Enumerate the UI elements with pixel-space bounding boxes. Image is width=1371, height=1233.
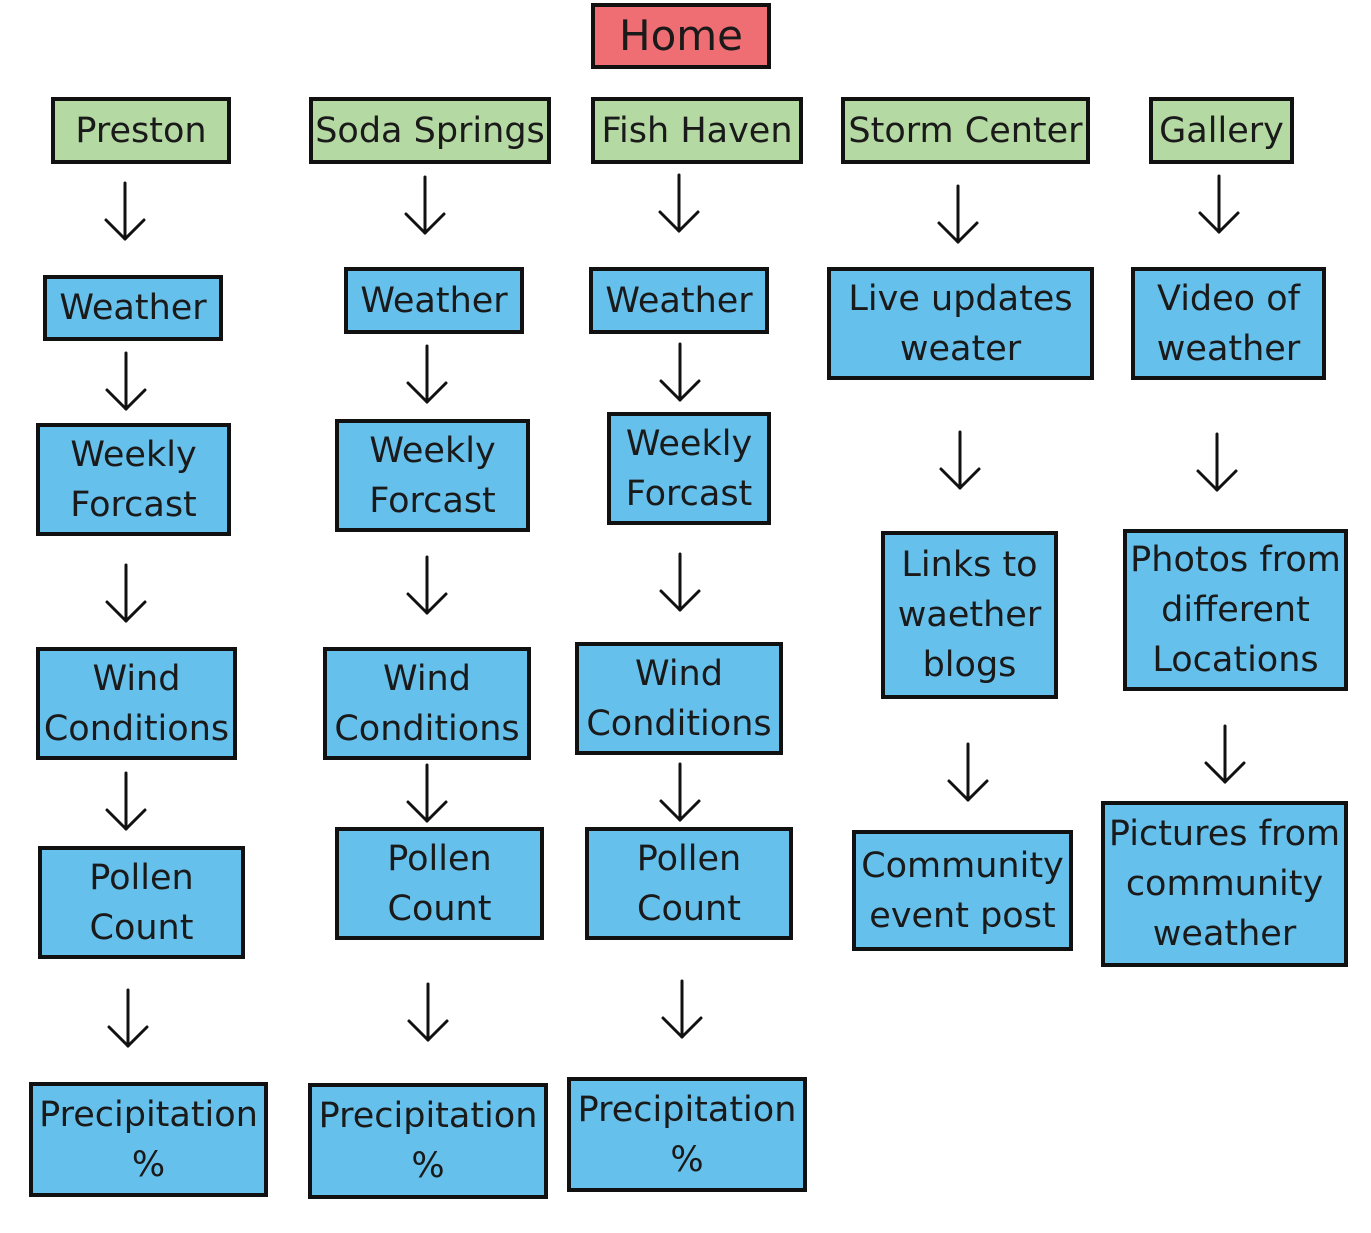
down-arrow-icon [1198, 174, 1240, 234]
preston-pollen-count-node: Pollen Count [38, 846, 245, 959]
home-node: Home [591, 3, 771, 69]
soda-springs-wind-conditions-label: Wind Conditions [334, 658, 520, 749]
down-arrow-icon [406, 555, 448, 615]
down-arrow-icon [937, 184, 979, 244]
preston-precipitation-node: Precipitation% [29, 1082, 268, 1197]
fish-haven-weekly-forecast-node: Weekly Forcast [607, 412, 771, 525]
preston-weekly-forecast-node: Weekly Forcast [36, 423, 231, 536]
fish-haven-wind-conditions-label: Wind Conditions [586, 653, 772, 744]
down-arrow-icon [406, 763, 448, 823]
down-arrow-icon [661, 979, 703, 1039]
down-arrow-icon [659, 342, 701, 402]
down-arrow-icon [1204, 724, 1246, 784]
down-arrow-icon [104, 181, 146, 241]
down-arrow-icon [107, 988, 149, 1048]
fish-haven-precipitation-label: Precipitation% [577, 1089, 797, 1180]
gallery-label: Gallery [1159, 110, 1284, 151]
fish-haven-label: Fish Haven [601, 110, 793, 151]
gallery-photos-locations-node: Photos from different Locations [1123, 529, 1348, 691]
gallery-community-pictures-label: Pictures from community weather [1108, 814, 1341, 954]
soda-springs-wind-conditions-node: Wind Conditions [323, 647, 531, 760]
gallery-photos-locations-label: Photos from different Locations [1130, 540, 1341, 680]
fish-haven-wind-conditions-node: Wind Conditions [575, 642, 783, 755]
home-label: Home [618, 11, 744, 60]
fish-haven-pollen-count-node: Pollen Count [585, 827, 793, 940]
soda-springs-pollen-count-node: Pollen Count [335, 827, 544, 940]
fish-haven-pollen-count-label: Pollen Count [636, 838, 742, 929]
down-arrow-icon [1196, 432, 1238, 492]
soda-springs-precipitation-node: Precipitation% [308, 1083, 548, 1199]
preston-precipitation-label: Precipitation% [39, 1094, 258, 1185]
down-arrow-icon [105, 563, 147, 623]
soda-springs-node: Soda Springs [309, 97, 551, 164]
storm-center-blog-links-node: Links to waether blogs [881, 531, 1058, 699]
storm-center-community-event-label: Community event post [861, 845, 1064, 936]
soda-springs-weather-label: Weather [360, 280, 508, 321]
down-arrow-icon [105, 351, 147, 411]
down-arrow-icon [939, 430, 981, 490]
gallery-node: Gallery [1149, 97, 1294, 164]
down-arrow-icon [407, 982, 449, 1042]
soda-springs-label: Soda Springs [315, 110, 545, 151]
soda-springs-weather-node: Weather [344, 267, 524, 334]
preston-weather-node: Weather [43, 275, 223, 341]
gallery-video-label: Video of weather [1156, 278, 1301, 369]
preston-wind-conditions-label: Wind Conditions [43, 658, 230, 749]
down-arrow-icon [947, 742, 989, 802]
preston-wind-conditions-node: Wind Conditions [36, 647, 237, 760]
soda-springs-weekly-forecast-label: Weekly Forcast [369, 430, 496, 521]
gallery-community-pictures-node: Pictures from community weather [1101, 801, 1348, 967]
storm-center-blog-links-label: Links to waether blogs [897, 545, 1042, 685]
storm-center-label: Storm Center [848, 110, 1083, 151]
storm-center-live-updates-label: Live updates weater [848, 278, 1073, 369]
fish-haven-precipitation-node: Precipitation% [567, 1077, 807, 1192]
down-arrow-icon [404, 175, 446, 235]
soda-springs-weekly-forecast-node: Weekly Forcast [335, 419, 530, 532]
fish-haven-weather-label: Weather [605, 280, 753, 321]
down-arrow-icon [105, 771, 147, 831]
fish-haven-node: Fish Haven [591, 97, 803, 164]
storm-center-live-updates-node: Live updates weater [827, 267, 1094, 380]
down-arrow-icon [659, 552, 701, 612]
storm-center-community-event-node: Community event post [852, 830, 1073, 951]
down-arrow-icon [659, 762, 701, 822]
preston-label: Preston [75, 110, 207, 151]
storm-center-node: Storm Center [841, 97, 1090, 164]
preston-pollen-count-label: Pollen Count [89, 857, 194, 948]
soda-springs-pollen-count-label: Pollen Count [387, 838, 492, 929]
preston-node: Preston [51, 97, 231, 164]
fish-haven-weekly-forecast-label: Weekly Forcast [625, 423, 753, 514]
preston-weather-label: Weather [59, 288, 207, 328]
soda-springs-precipitation-label: Precipitation% [318, 1096, 538, 1186]
preston-weekly-forecast-label: Weekly Forcast [70, 434, 197, 525]
down-arrow-icon [658, 173, 700, 233]
fish-haven-weather-node: Weather [589, 267, 769, 334]
down-arrow-icon [406, 344, 448, 404]
gallery-video-node: Video of weather [1131, 267, 1326, 380]
